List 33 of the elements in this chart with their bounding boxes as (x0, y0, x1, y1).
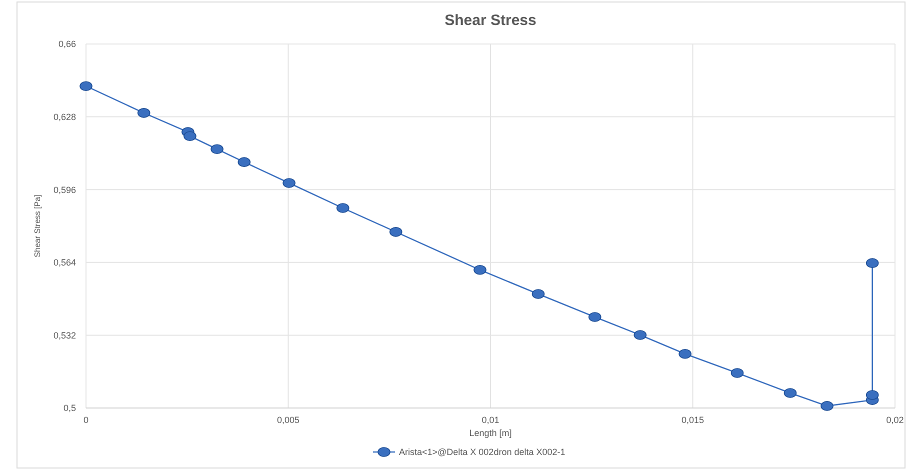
x-tick-label: 0,005 (276, 415, 300, 425)
y-axis-title: Shear Stress [Pa] (33, 194, 42, 258)
point (820, 401, 834, 411)
x-tick-label: 0,02 (886, 415, 904, 425)
x-tick-label: 0,015 (681, 415, 704, 425)
y-tick-label: 0,532 (53, 330, 76, 340)
point (137, 108, 150, 118)
x-tick-label: 0,01 (482, 415, 500, 425)
point (184, 131, 196, 142)
x-tick-label: 0 (83, 415, 89, 425)
y-tick-label: 0,66 (58, 39, 76, 50)
legend-label: Arista<1>@Delta X 002dron delta X002-1 (399, 447, 566, 457)
point (866, 390, 879, 400)
point (282, 178, 296, 188)
x-axis-title: Length [m] (469, 428, 512, 438)
point (678, 348, 692, 359)
point (784, 388, 797, 398)
y-tick-label: 0,564 (53, 258, 76, 268)
y-tick-label: 0,596 (53, 184, 76, 195)
point (474, 265, 486, 275)
point (634, 330, 647, 340)
point (866, 258, 879, 268)
y-tick-label: 0,5 (63, 403, 76, 414)
chart-title: Shear Stress (444, 12, 536, 29)
point (210, 144, 224, 154)
y-tick-label: 0,628 (53, 112, 76, 122)
point (730, 368, 744, 378)
point (532, 289, 545, 299)
point (336, 203, 350, 213)
point (588, 312, 602, 322)
point (238, 157, 251, 167)
point (389, 227, 402, 237)
point (80, 81, 92, 91)
